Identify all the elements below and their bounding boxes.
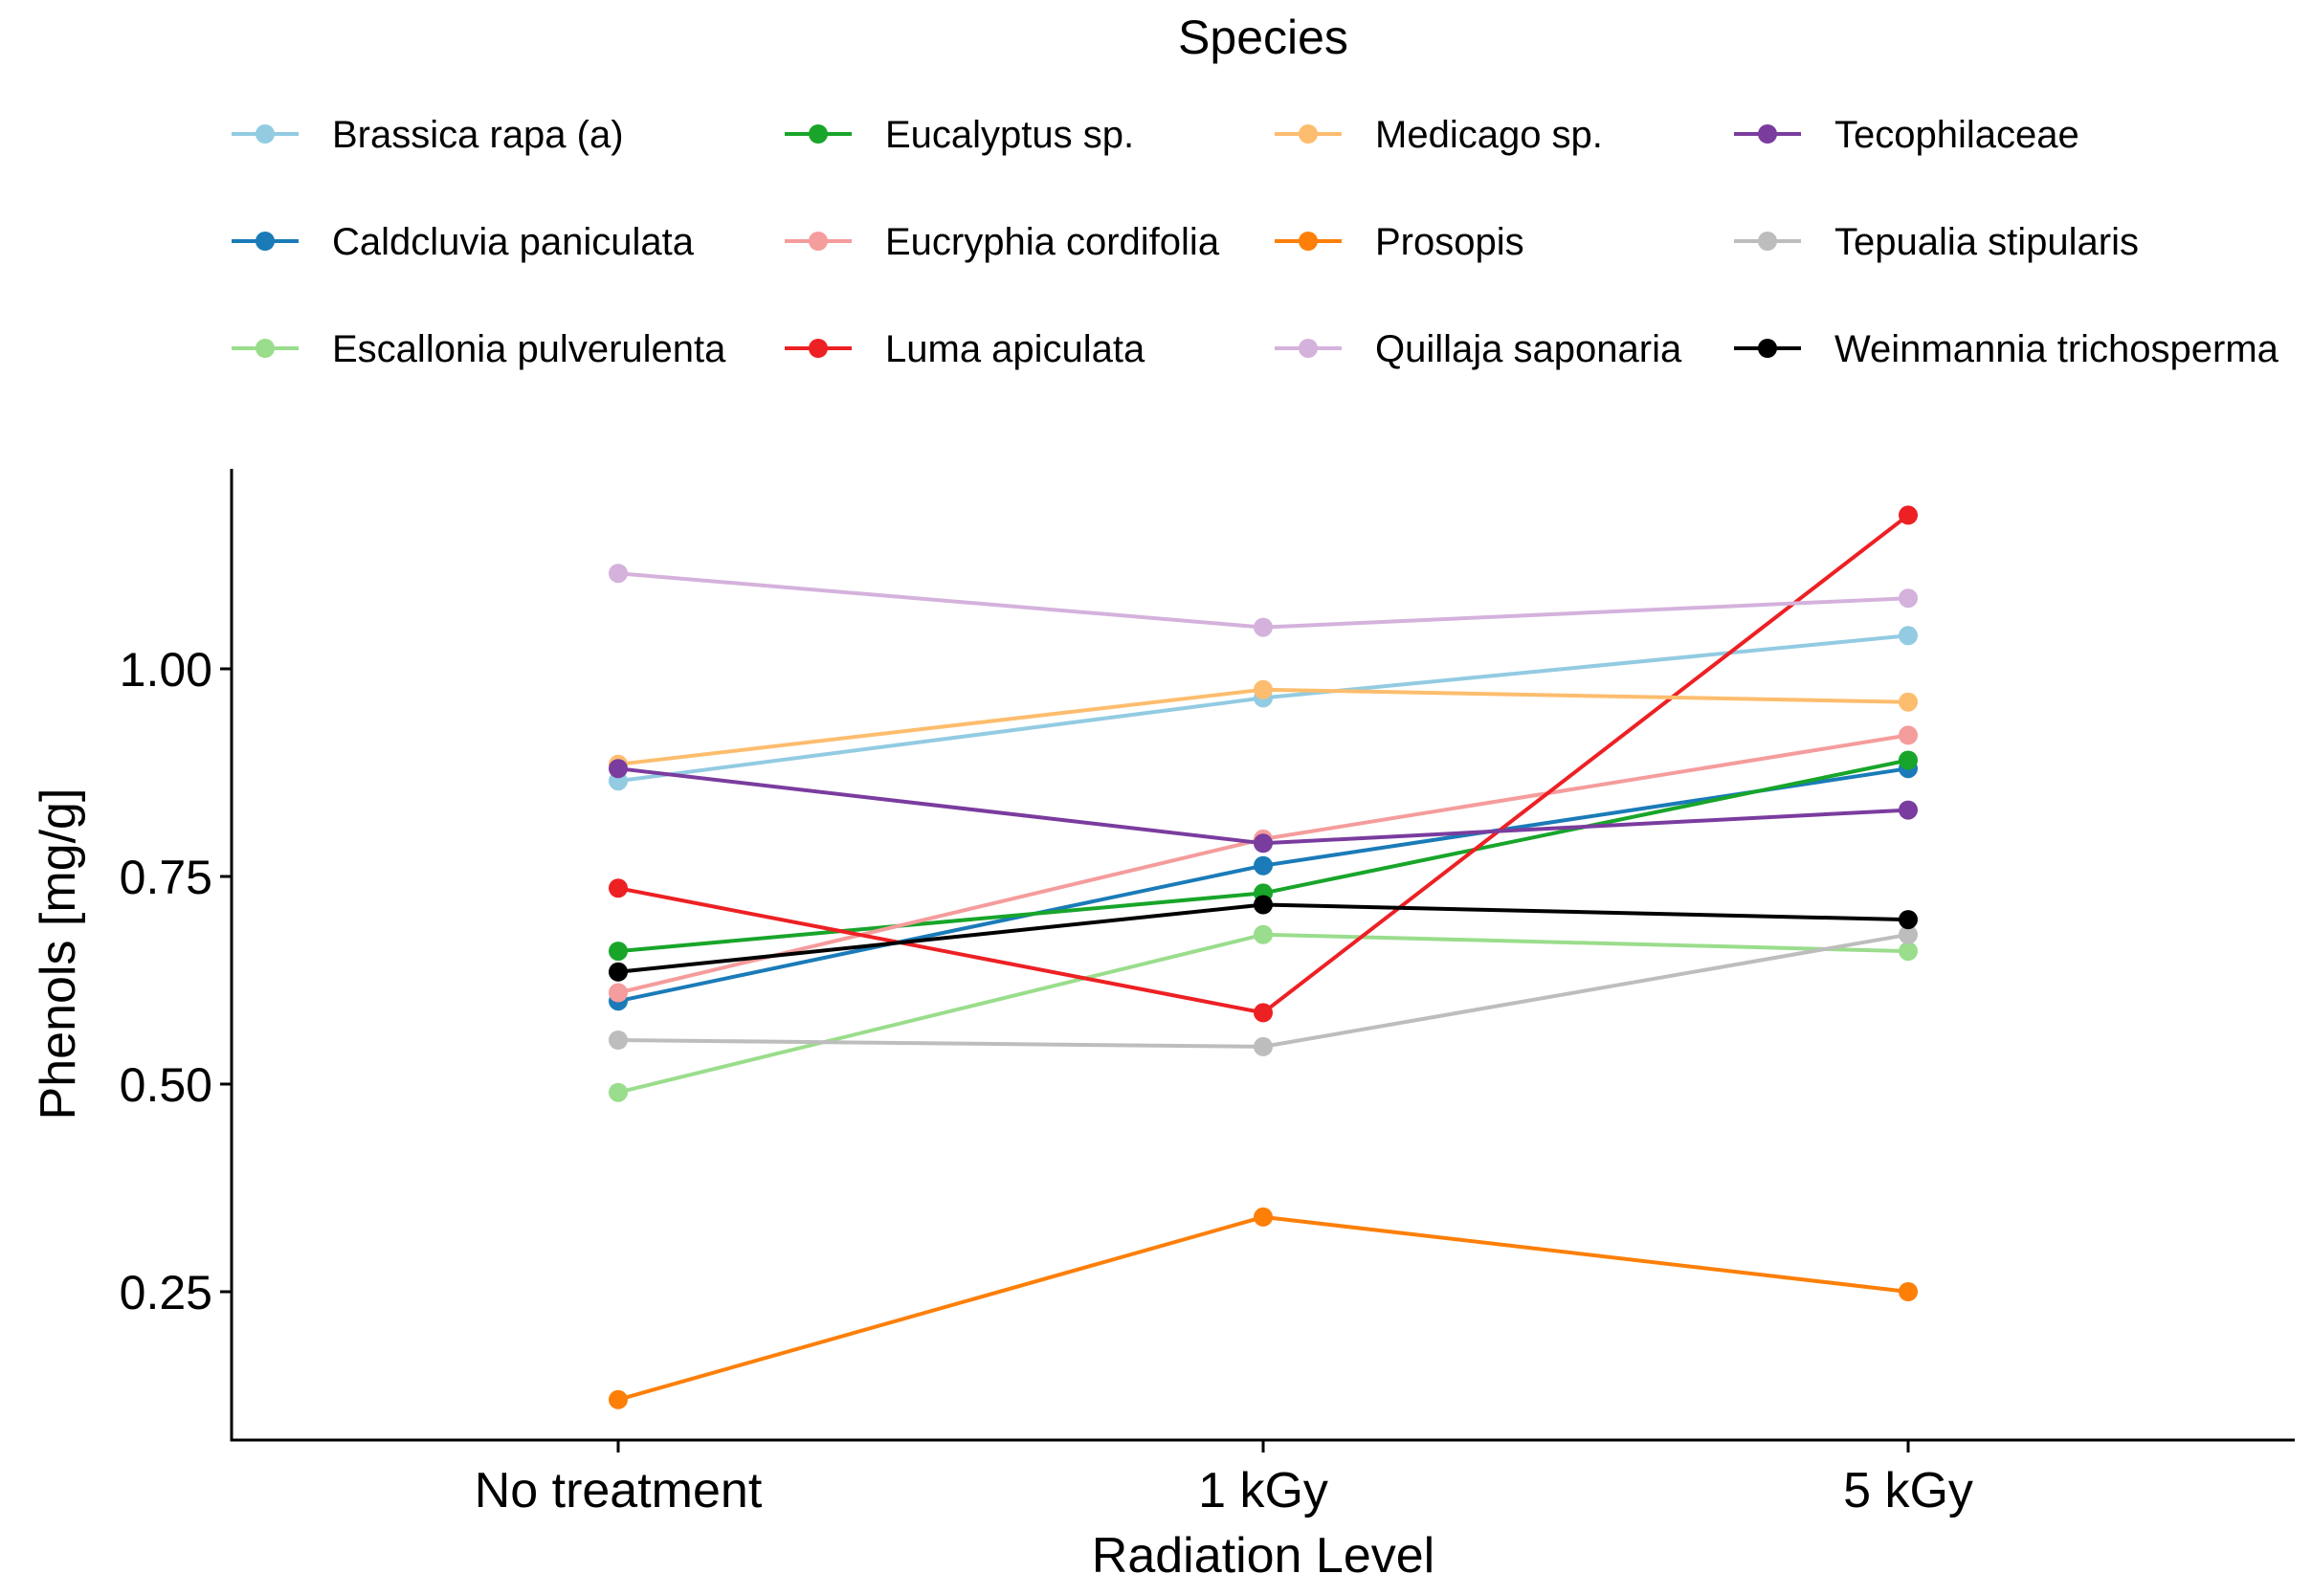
legend-key-point (256, 124, 275, 144)
x-tick-label-no-treatment: No treatment (475, 1463, 763, 1518)
data-point (609, 962, 628, 982)
legend-key-point (1758, 232, 1777, 251)
legend-title: Species (1178, 11, 1348, 64)
legend-label: Tecophilaceae (1834, 114, 2079, 156)
legend-item-eucalyptus-sp: Eucalyptus sp. (785, 114, 1134, 156)
data-point (609, 759, 628, 779)
series-tepualia-stipularis (609, 924, 1918, 1056)
legend-label: Prosopis (1375, 221, 1524, 263)
data-point (609, 1082, 628, 1102)
legend-label: Brassica rapa (a) (332, 114, 624, 156)
legend-key-point (1758, 339, 1777, 358)
data-point (1254, 1036, 1273, 1056)
data-point (609, 983, 628, 1003)
legend-key-point (1299, 232, 1318, 251)
legend-label: Escallonia pulverulenta (332, 328, 726, 370)
x-tick-label-5-kgy: 5 kGy (1843, 1463, 1973, 1518)
legend-item-quillaja-saponaria: Quillaja saponaria (1275, 328, 1682, 370)
data-point (609, 1389, 628, 1409)
y-axis-ticks: 0.25 0.50 0.75 1.00 (120, 643, 232, 1319)
legend-item-luma-apiculata: Luma apiculata (785, 328, 1145, 370)
legend-key-point (1299, 339, 1318, 358)
legend-item-medicago-sp: Medicago sp. (1275, 114, 1603, 156)
legend-label: Tepualia stipularis (1834, 221, 2139, 263)
data-point (1899, 692, 1918, 712)
plot-area (609, 505, 1918, 1409)
data-point (1899, 626, 1918, 646)
legend-label: Eucalyptus sp. (885, 114, 1134, 156)
series-weinmannia-trichosperma (609, 895, 1918, 982)
data-point (609, 1031, 628, 1050)
legend: Brassica rapa (a) Caldcluvia paniculata Es… (232, 114, 2279, 370)
series-line (617, 633, 1909, 784)
x-tick-label-1-kgy: 1 kGy (1198, 1463, 1328, 1518)
legend-key-point (1299, 124, 1318, 144)
data-point (1254, 833, 1273, 853)
data-point (609, 942, 628, 962)
data-point (1899, 505, 1918, 525)
data-point (609, 564, 628, 584)
data-point (1899, 800, 1918, 820)
data-point (1899, 588, 1918, 609)
y-tick-label: 0.25 (120, 1266, 212, 1319)
series-line (617, 758, 1909, 954)
legend-label: Eucryphia cordifolia (885, 221, 1220, 263)
legend-item-escallonia-pulverulenta: Escallonia pulverulenta (232, 328, 726, 370)
series-medicago-sp (609, 679, 1918, 774)
series-luma-apiculata (609, 505, 1918, 1023)
x-axis-ticks: No treatment 1 kGy 5 kGy (475, 1440, 1973, 1518)
data-point (1254, 679, 1273, 699)
data-point (1254, 895, 1273, 915)
data-point (1254, 924, 1273, 944)
series-prosopis (609, 1207, 1918, 1409)
legend-key-point (809, 232, 828, 251)
legend-item-caldcluvia-paniculata: Caldcluvia paniculata (232, 221, 695, 263)
legend-label: Medicago sp. (1375, 114, 1603, 156)
legend-item-eucryphia-cordifolia: Eucryphia cordifolia (785, 221, 1220, 263)
legend-item-tecophilaceae: Tecophilaceae (1734, 114, 2079, 156)
legend-item-prosopis: Prosopis (1275, 221, 1524, 263)
data-point (1899, 942, 1918, 962)
legend-item-brassica-rapa-a: Brassica rapa (a) (232, 114, 624, 156)
series-eucalyptus-sp (609, 750, 1918, 962)
legend-item-weinmannia-trichosperma: Weinmannia trichosperma (1734, 328, 2279, 370)
data-point (609, 878, 628, 898)
data-point (1254, 855, 1273, 876)
legend-key-point (1758, 124, 1777, 144)
series-tecophilaceae (609, 759, 1918, 853)
series-quillaja-saponaria (609, 564, 1918, 637)
data-point (1254, 1003, 1273, 1023)
legend-label: Weinmannia trichosperma (1834, 328, 2279, 370)
series-escallonia-pulverulenta (609, 924, 1918, 1102)
data-point (1899, 725, 1918, 745)
y-tick-label: 1.00 (120, 643, 212, 697)
legend-label: Quillaja saponaria (1375, 328, 1682, 370)
data-point (1899, 1282, 1918, 1301)
data-point (1899, 910, 1918, 930)
y-tick-label: 0.75 (120, 851, 212, 904)
legend-key-point (809, 124, 828, 144)
y-axis-label: Phenols [mg/g] (31, 788, 86, 1120)
x-axis-label: Radiation Level (1092, 1528, 1434, 1584)
data-point (1899, 750, 1918, 770)
data-point (1899, 924, 1918, 944)
legend-item-tepualia-stipularis: Tepualia stipularis (1734, 221, 2139, 263)
legend-key-point (256, 339, 275, 358)
legend-label: Luma apiculata (885, 328, 1145, 370)
legend-key-point (256, 232, 275, 251)
data-point (1254, 1207, 1273, 1227)
legend-key-point (809, 339, 828, 358)
legend-label: Caldcluvia paniculata (332, 221, 695, 263)
y-tick-label: 0.50 (120, 1058, 212, 1112)
series-line (617, 1214, 1909, 1402)
data-point (1254, 617, 1273, 637)
